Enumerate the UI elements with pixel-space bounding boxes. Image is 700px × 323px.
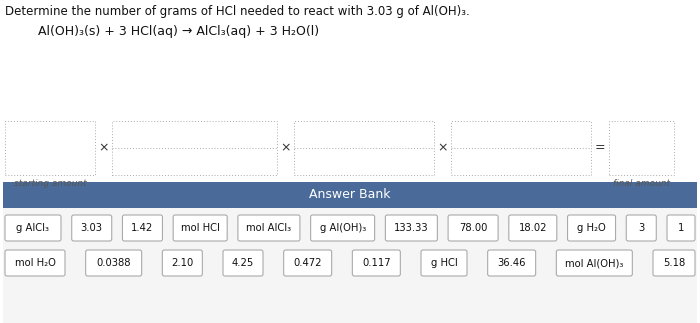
Bar <box>112 121 277 175</box>
FancyBboxPatch shape <box>509 215 556 241</box>
FancyBboxPatch shape <box>448 215 498 241</box>
FancyBboxPatch shape <box>173 215 228 241</box>
FancyBboxPatch shape <box>568 215 615 241</box>
Text: 0.117: 0.117 <box>362 258 391 268</box>
Text: 2.10: 2.10 <box>172 258 193 268</box>
Text: 3: 3 <box>638 223 645 233</box>
Text: 0.472: 0.472 <box>293 258 322 268</box>
FancyBboxPatch shape <box>85 250 141 276</box>
Text: mol AlCl₃: mol AlCl₃ <box>246 223 291 233</box>
Text: ×: × <box>280 141 290 154</box>
Text: Answer Bank: Answer Bank <box>309 189 391 202</box>
FancyBboxPatch shape <box>311 215 374 241</box>
Text: 0.0388: 0.0388 <box>97 258 131 268</box>
Text: 4.25: 4.25 <box>232 258 254 268</box>
FancyBboxPatch shape <box>386 215 438 241</box>
Bar <box>3 208 697 323</box>
Text: 18.02: 18.02 <box>519 223 547 233</box>
FancyBboxPatch shape <box>556 250 632 276</box>
Bar <box>3 182 697 208</box>
Bar <box>5 121 95 175</box>
FancyBboxPatch shape <box>421 250 467 276</box>
FancyBboxPatch shape <box>162 250 202 276</box>
FancyBboxPatch shape <box>653 250 695 276</box>
Text: 1.42: 1.42 <box>132 223 153 233</box>
FancyBboxPatch shape <box>626 215 657 241</box>
Text: 3.03: 3.03 <box>80 223 103 233</box>
FancyBboxPatch shape <box>284 250 332 276</box>
Text: Al(OH)₃(s) + 3 HCl(aq) → AlCl₃(aq) + 3 H₂O(l): Al(OH)₃(s) + 3 HCl(aq) → AlCl₃(aq) + 3 H… <box>38 25 319 38</box>
Text: starting amount: starting amount <box>14 179 86 188</box>
Text: g AlCl₃: g AlCl₃ <box>17 223 50 233</box>
FancyBboxPatch shape <box>488 250 536 276</box>
FancyBboxPatch shape <box>223 250 263 276</box>
FancyBboxPatch shape <box>122 215 162 241</box>
Text: 36.46: 36.46 <box>498 258 526 268</box>
Bar <box>294 121 434 175</box>
Text: g Al(OH)₃: g Al(OH)₃ <box>319 223 366 233</box>
Text: Determine the number of grams of HCl needed to react with 3.03 g of Al(OH)₃.: Determine the number of grams of HCl nee… <box>5 5 470 18</box>
FancyBboxPatch shape <box>5 250 65 276</box>
Text: 5.18: 5.18 <box>663 258 685 268</box>
Text: mol Al(OH)₃: mol Al(OH)₃ <box>565 258 624 268</box>
FancyBboxPatch shape <box>71 215 112 241</box>
Text: g HCl: g HCl <box>430 258 457 268</box>
Text: 133.33: 133.33 <box>394 223 428 233</box>
Text: 1: 1 <box>678 223 684 233</box>
Text: mol H₂O: mol H₂O <box>15 258 55 268</box>
FancyBboxPatch shape <box>238 215 300 241</box>
Text: 78.00: 78.00 <box>459 223 487 233</box>
Text: =: = <box>595 141 606 154</box>
Text: mol HCl: mol HCl <box>181 223 220 233</box>
Text: ×: × <box>437 141 447 154</box>
FancyBboxPatch shape <box>667 215 695 241</box>
Text: final amount: final amount <box>613 179 670 188</box>
Text: g H₂O: g H₂O <box>578 223 606 233</box>
FancyBboxPatch shape <box>352 250 400 276</box>
Text: ×: × <box>98 141 108 154</box>
FancyBboxPatch shape <box>5 215 61 241</box>
Bar <box>451 121 591 175</box>
Bar <box>609 121 674 175</box>
